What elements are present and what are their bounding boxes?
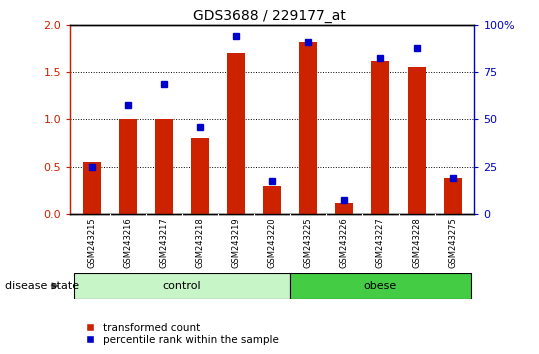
- Bar: [444, 178, 462, 214]
- Text: obese: obese: [364, 281, 397, 291]
- Bar: [263, 186, 281, 214]
- Text: GSM243225: GSM243225: [304, 217, 313, 268]
- Text: GDS3688 / 229177_at: GDS3688 / 229177_at: [193, 9, 346, 23]
- Bar: [290, 273, 471, 299]
- Text: GSM243228: GSM243228: [412, 217, 421, 268]
- Bar: [119, 119, 137, 214]
- Text: GSM243227: GSM243227: [376, 217, 385, 268]
- Legend: transformed count, percentile rank within the sample: transformed count, percentile rank withi…: [75, 318, 284, 349]
- Bar: [82, 162, 101, 214]
- Text: GSM243215: GSM243215: [87, 217, 96, 268]
- Bar: [191, 138, 209, 214]
- Bar: [227, 53, 245, 214]
- Text: disease state: disease state: [5, 281, 80, 291]
- Text: GSM243275: GSM243275: [448, 217, 457, 268]
- Bar: [74, 273, 290, 299]
- Bar: [407, 67, 426, 214]
- Text: GSM243220: GSM243220: [268, 217, 277, 268]
- Text: GSM243219: GSM243219: [232, 217, 240, 268]
- Text: GSM243218: GSM243218: [196, 217, 204, 268]
- Text: GSM243216: GSM243216: [123, 217, 132, 268]
- Bar: [299, 42, 317, 214]
- Text: control: control: [163, 281, 201, 291]
- Text: GSM243217: GSM243217: [160, 217, 168, 268]
- Bar: [155, 119, 173, 214]
- Bar: [335, 203, 354, 214]
- Bar: [371, 61, 390, 214]
- Text: GSM243226: GSM243226: [340, 217, 349, 268]
